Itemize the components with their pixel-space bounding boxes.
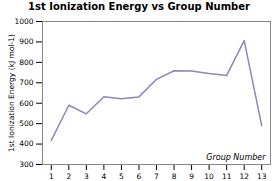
svg-text:300: 300 [19,160,34,169]
svg-text:9: 9 [189,172,194,180]
svg-text:900: 900 [19,37,34,46]
svg-text:2: 2 [66,172,71,180]
svg-text:10: 10 [204,172,214,180]
svg-text:4: 4 [101,172,106,180]
svg-text:5: 5 [119,172,124,180]
svg-text:600: 600 [19,99,34,108]
svg-text:6: 6 [137,172,142,180]
svg-text:1st Ionization Energy (kJ mol-: 1st Ionization Energy (kJ mol-1) [7,34,16,152]
svg-text:1000: 1000 [14,17,33,26]
svg-text:7: 7 [154,172,159,180]
svg-text:700: 700 [19,78,34,87]
svg-text:13: 13 [257,172,267,180]
html-text:1st Ionization Energy vs Group: 1st Ionization Energy vs Group Number [28,1,250,12]
svg-text:400: 400 [19,139,34,148]
svg-text:1: 1 [49,172,54,180]
svg-text:11: 11 [222,172,232,180]
svg-text:500: 500 [19,119,34,128]
svg-text:800: 800 [19,58,34,67]
svg-text:8: 8 [172,172,177,180]
svg-text:Group Number: Group Number [206,153,266,162]
svg-text:3: 3 [84,172,89,180]
svg-text:12: 12 [239,172,249,180]
